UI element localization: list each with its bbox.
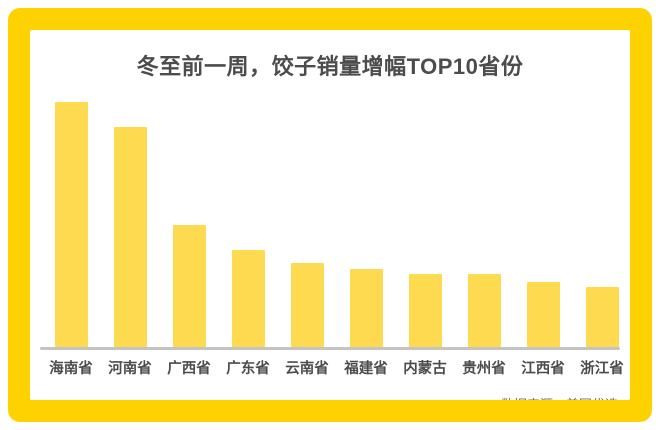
bar-jiangxi xyxy=(527,281,560,348)
bar-fujian xyxy=(350,269,383,348)
bar-henan xyxy=(114,126,147,348)
chart-canvas: 冬至前一周，饺子销量增幅TOP10省份 xyxy=(30,30,630,400)
x-label-4: 云南省 xyxy=(285,361,329,377)
x-axis-labels: 海南省 河南省 广西省 广东省 云南省 福建省 内蒙古 贵州省 江西省 浙江省 xyxy=(42,357,630,383)
bar-slot xyxy=(219,102,277,348)
bar-slot xyxy=(101,102,159,348)
x-label-9: 浙江省 xyxy=(580,361,624,377)
bar-guangxi xyxy=(173,225,206,348)
x-label-1: 河南省 xyxy=(108,361,152,377)
bar-slot xyxy=(42,102,100,348)
x-label-6: 内蒙古 xyxy=(403,361,447,377)
bar-guizhou xyxy=(468,274,501,348)
data-source-note: 数据来源：美团优选 xyxy=(501,394,618,400)
bar-slot xyxy=(455,102,513,348)
x-label-7: 贵州省 xyxy=(462,361,506,377)
bar-yunnan xyxy=(291,263,324,348)
bar-slot xyxy=(160,102,218,348)
bar-guangdong xyxy=(232,249,265,348)
bar-neimenggu xyxy=(409,274,442,348)
x-label-0: 海南省 xyxy=(49,361,93,377)
bar-slot xyxy=(337,102,395,348)
chart-title: 冬至前一周，饺子销量增幅TOP10省份 xyxy=(136,54,524,79)
x-label-5: 福建省 xyxy=(344,361,388,377)
bar-slot xyxy=(396,102,454,348)
bar-slot xyxy=(573,102,630,348)
poster-frame: 冬至前一周，饺子销量增幅TOP10省份 xyxy=(8,8,652,422)
x-label-8: 江西省 xyxy=(521,361,565,377)
bar-zhejiang xyxy=(586,286,619,348)
x-label-3: 广东省 xyxy=(226,361,270,377)
bar-haiman xyxy=(55,102,88,348)
bar-plot-area xyxy=(42,102,630,348)
x-axis-line xyxy=(40,347,620,350)
x-label-2: 广西省 xyxy=(167,361,211,377)
bar-slot xyxy=(278,102,336,348)
bar-slot xyxy=(514,102,572,348)
